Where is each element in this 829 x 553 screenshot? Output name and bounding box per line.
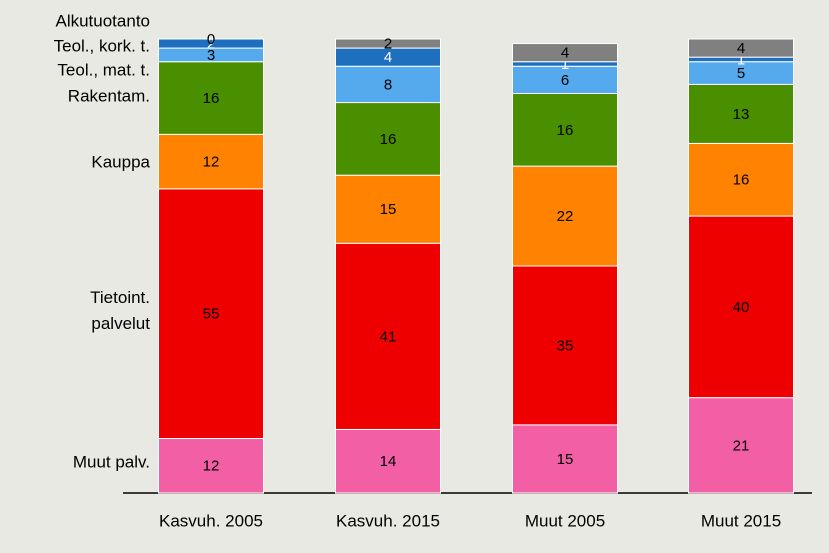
legend-label: Rakentam.	[68, 86, 150, 105]
data-label: 1	[737, 51, 745, 68]
legend-label: Alkutuotanto	[55, 11, 150, 30]
data-label: 15	[380, 201, 397, 218]
data-label: 0	[207, 31, 215, 48]
data-label: 5	[737, 65, 745, 82]
legend-label: Muut palv.	[73, 452, 150, 471]
data-label: 8	[384, 76, 392, 93]
bar-segment	[335, 174, 441, 244]
data-label: 21	[733, 437, 750, 454]
bar-segment	[335, 102, 441, 176]
data-label: 22	[557, 208, 574, 225]
legend-label: Tietoint. palvelut	[90, 288, 150, 333]
bar-segment	[158, 188, 264, 440]
data-label: 16	[380, 131, 397, 148]
x-tick-label: Muut 2015	[701, 511, 781, 530]
data-label: 2	[207, 36, 215, 53]
data-label: 40	[733, 299, 750, 316]
data-label: 12	[203, 154, 220, 171]
data-label: 4	[737, 40, 745, 57]
legend-label: Teol., kork. t.	[54, 36, 150, 55]
bar-segment	[688, 83, 794, 144]
bar-segment	[512, 424, 618, 494]
data-label: 4	[384, 49, 392, 66]
data-label: 15	[557, 451, 574, 468]
data-label: 14	[380, 453, 397, 470]
data-label: 12	[203, 458, 220, 475]
data-label: 35	[557, 337, 574, 354]
bar-segment	[335, 65, 441, 104]
data-label: 13	[733, 106, 750, 123]
bar-segment	[335, 38, 441, 49]
bar-segment	[158, 61, 264, 135]
data-label: 41	[380, 328, 397, 345]
bar-segment	[512, 165, 618, 267]
x-tick-label: Kasvuh. 2015	[336, 511, 440, 530]
bar-segment	[512, 43, 618, 63]
x-tick-label: Muut 2005	[525, 511, 605, 530]
data-label: 4	[561, 45, 569, 62]
data-label: 6	[561, 72, 569, 89]
legend-label: Teol., mat. t.	[57, 60, 150, 79]
data-label: 16	[203, 90, 220, 107]
bar-segment	[158, 133, 264, 190]
bar-segment	[688, 142, 794, 217]
bar-segment	[512, 265, 618, 426]
bar-segment	[688, 397, 794, 494]
legend-label: Kauppa	[91, 152, 150, 171]
data-label: 16	[557, 122, 574, 139]
data-label: 55	[203, 306, 220, 323]
bar-segment	[335, 242, 441, 430]
bar-segment	[158, 438, 264, 494]
data-label: 16	[733, 172, 750, 189]
data-label: 1	[561, 56, 569, 73]
data-label: 3	[207, 47, 215, 64]
bar-segment	[688, 215, 794, 399]
bar-segment	[158, 38, 264, 49]
data-label: 2	[384, 36, 392, 53]
x-tick-label: Kasvuh. 2005	[159, 511, 263, 530]
bar-segment	[688, 38, 794, 58]
